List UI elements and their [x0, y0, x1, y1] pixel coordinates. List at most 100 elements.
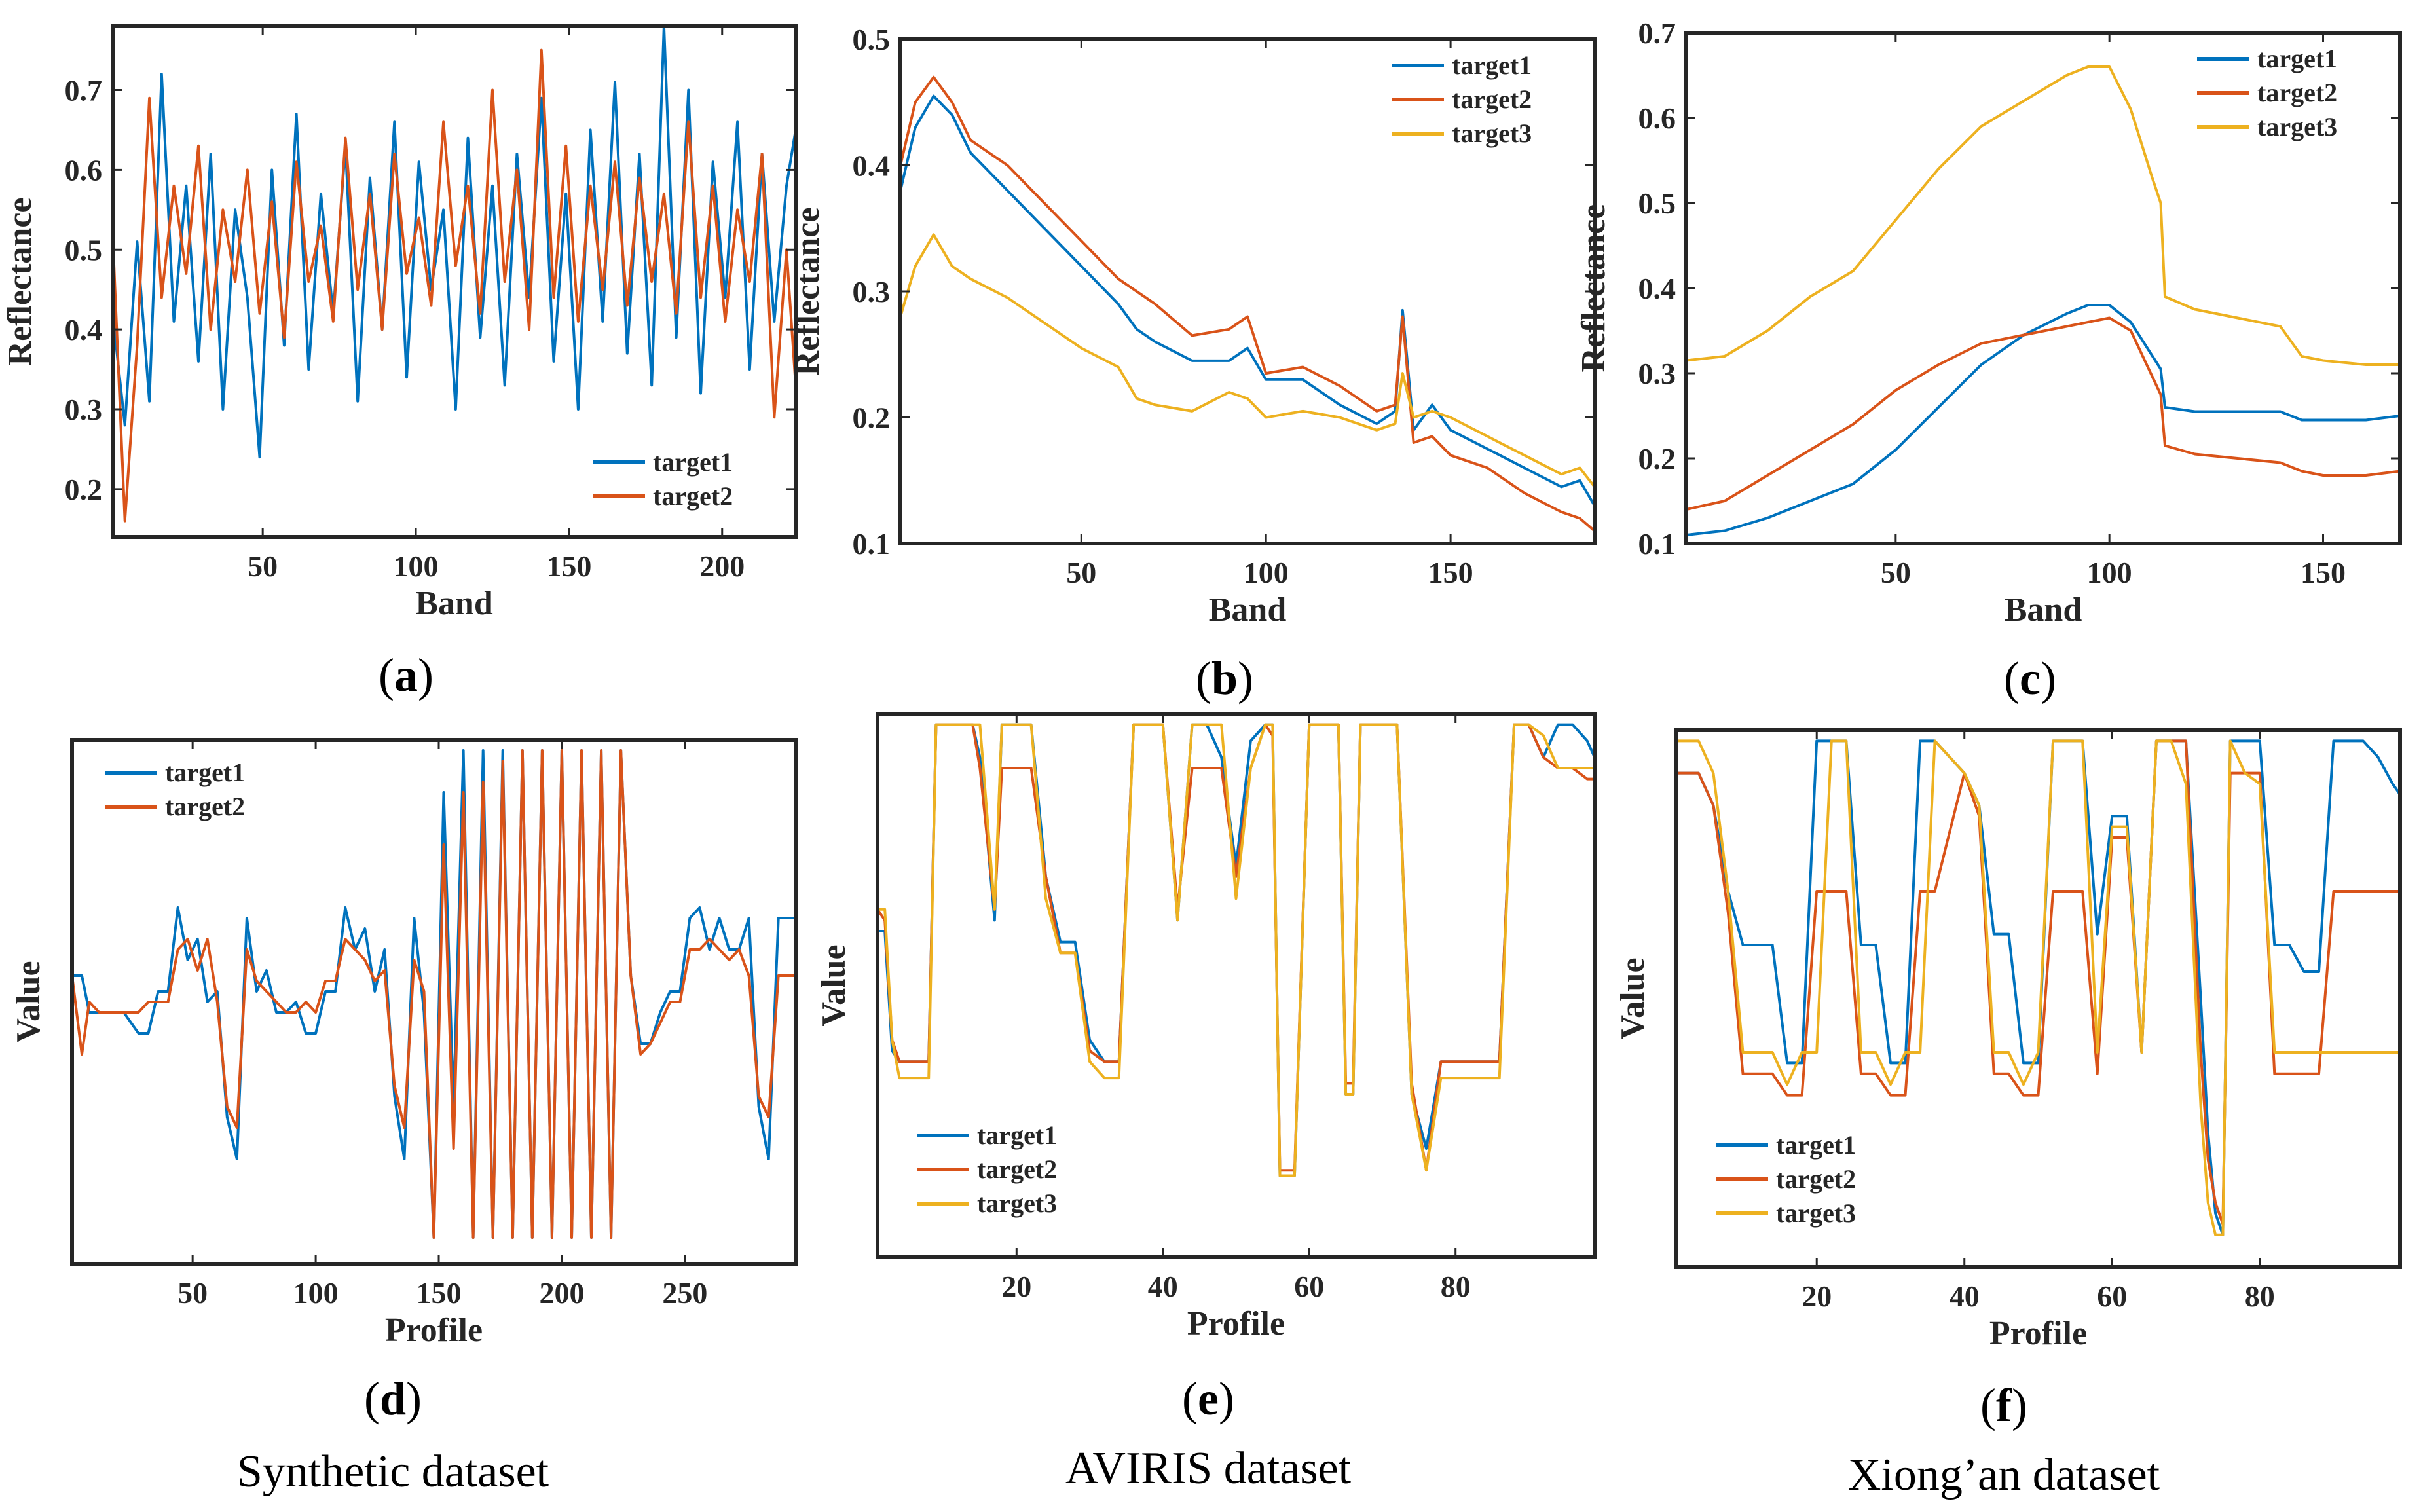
dataset-caption: Synthetic dataset: [237, 1447, 549, 1497]
dataset-caption: AVIRIS dataset: [1065, 1443, 1352, 1494]
legend-label-target3: target3: [2257, 112, 2337, 141]
panel-label: (c): [2004, 652, 2056, 705]
x-tick-label: 50: [177, 1276, 208, 1310]
y-tick-label: 0.2: [65, 473, 103, 506]
legend: target1 target2 target3: [1716, 1130, 1856, 1228]
x-tick-label: 50: [248, 549, 278, 583]
panel-e: 20 40 60 80ProfileValuetarget1target2target…: [815, 712, 1597, 1425]
y-tick-label: 0.2: [853, 401, 891, 435]
axes-frame: [111, 24, 798, 539]
x-axis-title: Band: [2005, 591, 2082, 629]
y-tick-label: 0.3: [65, 393, 103, 426]
series-line-target1: [900, 94, 1595, 507]
series-line-target1: [1686, 304, 2400, 536]
x-tick-label: 100: [394, 549, 439, 583]
panel-c: 50 100 150 0.1 0.2 0.3 0.4 0.5 0.6 0.7 Band Reflect…: [1575, 16, 2402, 705]
series-line-target1: [72, 749, 796, 1239]
panel-d: 50 100 150 200 250 Profile Value target1 target2…: [10, 738, 798, 1425]
x-tick-label: 20: [1001, 1270, 1031, 1303]
x-tick-label: 200: [699, 549, 745, 583]
panel-label: (b): [1196, 652, 1253, 705]
series-line-target3: [878, 723, 1595, 1177]
x-tick-label: 50: [1881, 556, 1911, 589]
x-tick-label: 150: [546, 549, 591, 583]
legend-label-target1: target1: [1452, 50, 1532, 80]
panel-label: (d): [364, 1373, 422, 1425]
x-tick-label: 50: [1066, 556, 1096, 589]
legend-label-target3: target3: [1776, 1198, 1856, 1228]
legend: target1 target2 target3: [917, 1120, 1057, 1218]
series-group: [1676, 739, 2400, 1236]
legend: target1 target2: [105, 758, 245, 821]
y-tick-label: 0.1: [1638, 527, 1676, 561]
axes-frame: [1674, 728, 2402, 1269]
y-tick-label: 0.3: [1638, 357, 1676, 390]
legend-label-target2: target2: [1776, 1164, 1856, 1194]
y-tick-label: 0.7: [65, 74, 103, 107]
series-group: [1686, 65, 2400, 536]
series-group: [113, 26, 796, 523]
x-axis-title: Band: [1209, 591, 1287, 629]
x-axis-title: Band: [415, 585, 493, 622]
panel-b: 50 100 150 0.1 0.2 0.3 0.4 0.5 Band Reflectance ta…: [789, 23, 1597, 705]
panel-label: (e): [1182, 1373, 1234, 1425]
series-line-target3: [900, 233, 1595, 488]
series-line-target2: [72, 749, 796, 1239]
x-tick-label: 80: [1441, 1270, 1471, 1303]
x-tick-label: 100: [2087, 556, 2132, 589]
x-tick-label: 40: [1148, 1270, 1178, 1303]
x-tick-label: 60: [2097, 1280, 2127, 1313]
legend: target1 target2 target3: [1392, 50, 1532, 148]
axes-frame: [876, 712, 1597, 1259]
legend-label-target2: target2: [1452, 84, 1532, 114]
legend: target1 target2 target3: [2197, 44, 2337, 141]
legend-label-target2: target2: [653, 481, 733, 511]
y-axis-title: Value: [1614, 957, 1652, 1039]
y-tick-label: 0.4: [1638, 272, 1676, 305]
legend-label-target3: target3: [1452, 119, 1532, 148]
x-tick-label: 150: [416, 1276, 462, 1310]
x-axis-title: Profile: [385, 1312, 483, 1349]
y-tick-label: 0.4: [65, 313, 103, 346]
y-tick-label: 0.7: [1638, 16, 1676, 50]
series-line-target1: [1676, 739, 2400, 1236]
x-axis-title: Profile: [1187, 1305, 1285, 1342]
x-tick-label: 200: [539, 1276, 584, 1310]
x-tick-label: 80: [2245, 1280, 2275, 1313]
x-tick-label: 60: [1294, 1270, 1324, 1303]
x-tick-label: 150: [1428, 556, 1473, 589]
legend-label-target1: target1: [165, 758, 245, 787]
y-tick-label: 0.4: [853, 149, 891, 183]
x-tick-label: 100: [1244, 556, 1289, 589]
x-axis-title: Profile: [1989, 1315, 2087, 1352]
y-axis-title: Value: [815, 944, 853, 1026]
y-tick-label: 0.6: [1638, 101, 1676, 135]
axes-frame: [898, 37, 1597, 545]
y-tick-label: 0.1: [853, 527, 891, 561]
y-tick-label: 0.6: [65, 153, 103, 187]
series-group: [900, 75, 1595, 532]
y-axis-title: Reflectance: [1, 198, 39, 366]
series-line-target3: [1686, 65, 2400, 366]
legend-label-target3: target3: [977, 1189, 1057, 1218]
x-tick-label: 40: [1950, 1280, 1980, 1313]
dataset-caption: Xiong’an dataset: [1848, 1450, 2160, 1500]
series-line-target3: [1676, 739, 2400, 1236]
legend-label-target2: target2: [165, 792, 245, 821]
y-tick-label: 0.3: [853, 275, 891, 308]
panel-label: (f): [1980, 1379, 2027, 1431]
y-tick-label: 0.2: [1638, 442, 1676, 475]
series-group: [72, 749, 796, 1239]
y-tick-label: 0.5: [1638, 187, 1676, 220]
legend-label-target1: target1: [653, 447, 733, 477]
panel-label: (a): [379, 649, 434, 701]
y-axis-title: Reflectance: [1575, 204, 1612, 373]
y-axis-title: Value: [10, 961, 47, 1042]
legend-label-target2: target2: [977, 1154, 1057, 1184]
legend-label-target1: target1: [2257, 44, 2337, 73]
x-tick-label: 20: [1802, 1280, 1832, 1313]
legend-label-target1: target1: [1776, 1130, 1856, 1160]
legend-label-target2: target2: [2257, 78, 2337, 107]
series-line-target2: [113, 48, 796, 523]
